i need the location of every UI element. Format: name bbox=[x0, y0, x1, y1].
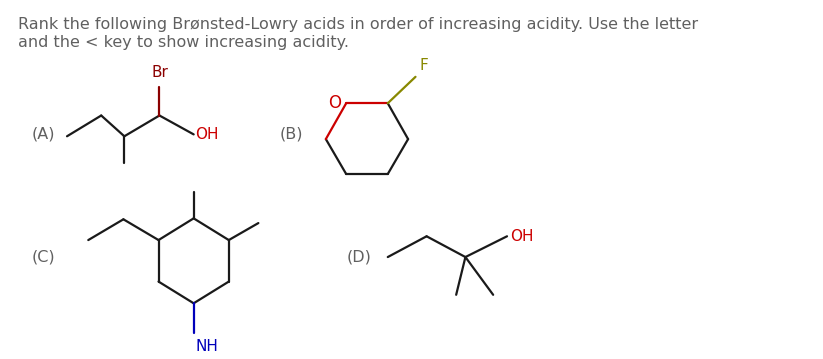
Text: O: O bbox=[328, 94, 342, 112]
Text: (B): (B) bbox=[280, 127, 303, 142]
Text: Rank the following Brønsted-Lowry acids in order of increasing acidity. Use the : Rank the following Brønsted-Lowry acids … bbox=[18, 17, 698, 50]
Text: NH: NH bbox=[196, 339, 218, 354]
Text: OH: OH bbox=[509, 229, 533, 244]
Text: Br: Br bbox=[151, 65, 168, 80]
Text: (D): (D) bbox=[346, 250, 371, 265]
Text: (A): (A) bbox=[32, 127, 55, 142]
Text: OH: OH bbox=[196, 127, 219, 142]
Text: (C): (C) bbox=[32, 250, 55, 265]
Text: F: F bbox=[419, 58, 428, 73]
